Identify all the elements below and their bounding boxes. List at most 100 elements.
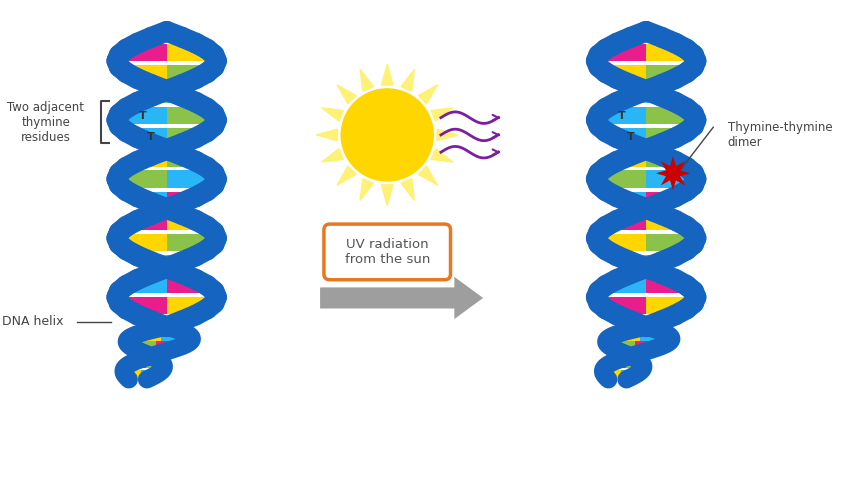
Polygon shape — [646, 234, 694, 251]
Polygon shape — [116, 170, 167, 188]
Polygon shape — [620, 370, 638, 376]
Polygon shape — [431, 148, 453, 162]
Polygon shape — [635, 255, 646, 272]
Polygon shape — [382, 64, 393, 85]
Text: DNA helix: DNA helix — [2, 316, 63, 328]
Polygon shape — [646, 212, 677, 230]
Polygon shape — [124, 370, 141, 376]
Polygon shape — [167, 170, 217, 188]
Polygon shape — [337, 84, 356, 103]
Polygon shape — [167, 44, 212, 61]
Polygon shape — [146, 360, 163, 368]
Text: T: T — [618, 110, 626, 120]
Circle shape — [341, 89, 434, 181]
Polygon shape — [625, 192, 646, 209]
Polygon shape — [135, 128, 167, 146]
Polygon shape — [158, 322, 166, 335]
Polygon shape — [604, 370, 620, 376]
Polygon shape — [598, 234, 646, 251]
Polygon shape — [161, 332, 192, 344]
Polygon shape — [122, 44, 167, 61]
Polygon shape — [601, 44, 646, 61]
FancyBboxPatch shape — [324, 224, 451, 280]
Polygon shape — [118, 234, 167, 251]
Polygon shape — [167, 234, 215, 251]
Polygon shape — [167, 276, 206, 293]
Polygon shape — [626, 360, 643, 368]
Polygon shape — [610, 342, 635, 352]
Polygon shape — [166, 322, 173, 335]
Polygon shape — [128, 65, 167, 82]
Polygon shape — [601, 297, 646, 314]
Polygon shape — [401, 70, 415, 91]
Polygon shape — [321, 148, 343, 162]
Polygon shape — [316, 129, 337, 140]
Polygon shape — [167, 212, 198, 230]
Polygon shape — [167, 65, 206, 82]
Polygon shape — [321, 108, 343, 121]
Polygon shape — [646, 44, 691, 61]
Polygon shape — [418, 84, 438, 103]
Polygon shape — [607, 65, 646, 82]
Polygon shape — [122, 297, 167, 314]
Polygon shape — [360, 179, 373, 201]
Polygon shape — [635, 342, 660, 352]
Polygon shape — [141, 370, 158, 376]
Text: T: T — [139, 110, 146, 120]
Polygon shape — [431, 108, 453, 121]
Polygon shape — [646, 86, 657, 104]
Polygon shape — [156, 86, 167, 104]
Polygon shape — [418, 166, 438, 185]
Polygon shape — [646, 255, 657, 272]
Polygon shape — [635, 86, 646, 104]
Polygon shape — [145, 150, 167, 166]
Polygon shape — [645, 322, 653, 335]
Text: Two adjacent
thymine
residues: Two adjacent thymine residues — [8, 100, 84, 144]
Text: UV radiation
from the sun: UV radiation from the sun — [344, 238, 430, 266]
Polygon shape — [646, 297, 691, 314]
Text: T: T — [626, 132, 634, 142]
Polygon shape — [130, 332, 161, 344]
Polygon shape — [609, 332, 640, 344]
Polygon shape — [135, 212, 167, 230]
Polygon shape — [598, 107, 646, 124]
Polygon shape — [128, 360, 146, 368]
Polygon shape — [638, 322, 645, 335]
Polygon shape — [128, 276, 167, 293]
Polygon shape — [167, 192, 189, 209]
Polygon shape — [437, 129, 458, 140]
Polygon shape — [131, 342, 156, 352]
Polygon shape — [382, 185, 393, 206]
Text: Thymine-thymine
dimer: Thymine-thymine dimer — [728, 121, 832, 149]
Polygon shape — [646, 107, 694, 124]
Polygon shape — [646, 192, 668, 209]
Polygon shape — [646, 150, 668, 166]
Polygon shape — [615, 128, 646, 146]
Polygon shape — [320, 277, 483, 319]
Polygon shape — [625, 150, 646, 166]
Text: T: T — [147, 132, 155, 142]
Polygon shape — [646, 128, 677, 146]
Polygon shape — [337, 166, 356, 185]
Polygon shape — [156, 255, 167, 272]
Polygon shape — [167, 297, 212, 314]
Polygon shape — [646, 276, 685, 293]
Polygon shape — [145, 192, 167, 209]
Polygon shape — [646, 65, 685, 82]
Polygon shape — [167, 86, 178, 104]
Polygon shape — [401, 179, 415, 201]
Polygon shape — [615, 212, 646, 230]
Polygon shape — [655, 156, 690, 190]
Polygon shape — [597, 170, 646, 188]
Polygon shape — [608, 360, 626, 368]
Polygon shape — [167, 150, 189, 166]
Polygon shape — [640, 332, 672, 344]
Polygon shape — [360, 70, 373, 91]
Polygon shape — [167, 255, 178, 272]
Polygon shape — [167, 107, 215, 124]
Polygon shape — [167, 128, 198, 146]
Polygon shape — [646, 170, 696, 188]
Polygon shape — [118, 107, 167, 124]
Polygon shape — [607, 276, 646, 293]
Polygon shape — [156, 342, 181, 352]
